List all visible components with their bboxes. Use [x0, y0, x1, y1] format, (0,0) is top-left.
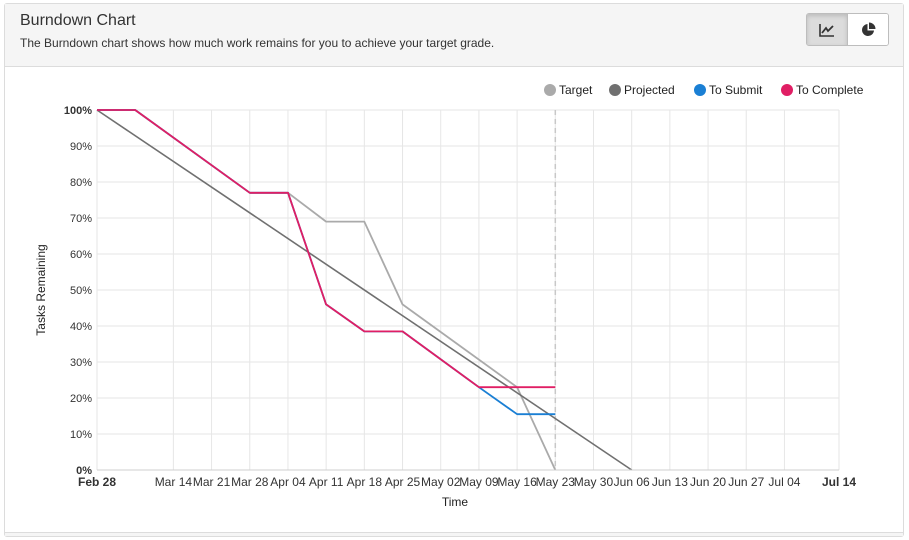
y-tick-label: 80%	[70, 177, 92, 189]
x-tick-label: May 09	[459, 475, 499, 489]
y-tick-label: 0%	[76, 465, 92, 477]
x-tick-label: Mar 21	[193, 475, 231, 489]
pie-view-button[interactable]	[847, 14, 888, 45]
series-line-to-complete	[97, 109, 556, 389]
line-view-button[interactable]	[807, 14, 847, 45]
view-toggle	[806, 13, 889, 46]
pie-chart-icon	[861, 22, 875, 36]
x-tick-label: Jul 04	[768, 475, 800, 489]
x-tick-label: Jun 13	[652, 475, 688, 489]
x-tick-label: Mar 28	[231, 475, 269, 489]
legend-label: Target	[559, 83, 593, 97]
legend-label: Projected	[624, 83, 675, 97]
legend-marker	[694, 84, 706, 96]
x-tick-label: May 02	[421, 475, 461, 489]
x-tick-label: Jun 20	[690, 475, 726, 489]
legend-label: To Submit	[709, 83, 763, 97]
x-axis-title: Time	[442, 495, 469, 509]
x-tick-label: Jun 27	[728, 475, 764, 489]
x-tick-label: May 30	[574, 475, 614, 489]
x-tick-label: Apr 11	[309, 475, 344, 489]
y-tick-label: 20%	[70, 393, 92, 405]
line-chart-icon	[819, 23, 834, 37]
legend-marker	[609, 84, 621, 96]
y-tick-label: 70%	[70, 213, 92, 225]
panel-footer	[5, 532, 903, 536]
x-tick-label: Apr 18	[347, 475, 383, 489]
x-tick-label: Apr 04	[270, 475, 306, 489]
y-tick-label: 100%	[64, 105, 92, 117]
y-tick-label: 10%	[70, 429, 92, 441]
x-tick-label: May 16	[497, 475, 537, 489]
x-tick-label: Feb 28	[78, 475, 116, 489]
y-tick-label: 90%	[70, 141, 92, 153]
x-tick-label: Jun 06	[614, 475, 650, 489]
legend-label: To Complete	[796, 83, 864, 97]
burndown-panel: Burndown Chart The Burndown chart shows …	[4, 3, 904, 537]
y-tick-label: 40%	[70, 321, 92, 333]
x-tick-label: Mar 14	[155, 475, 193, 489]
page-title: Burndown Chart	[20, 12, 136, 29]
y-tick-label: 60%	[70, 249, 92, 261]
panel-header: Burndown Chart The Burndown chart shows …	[5, 4, 903, 67]
page-subtitle: The Burndown chart shows how much work r…	[20, 36, 495, 50]
x-tick-label: May 23	[536, 475, 576, 489]
y-tick-label: 30%	[70, 357, 92, 369]
legend-marker	[781, 84, 793, 96]
y-axis-title: Tasks Remaining	[34, 244, 48, 335]
legend-marker	[544, 84, 556, 96]
series-line-projected	[96, 109, 633, 471]
x-tick-label: Apr 25	[385, 475, 421, 489]
x-tick-label: Jul 14	[822, 475, 856, 489]
y-tick-label: 50%	[70, 285, 92, 297]
